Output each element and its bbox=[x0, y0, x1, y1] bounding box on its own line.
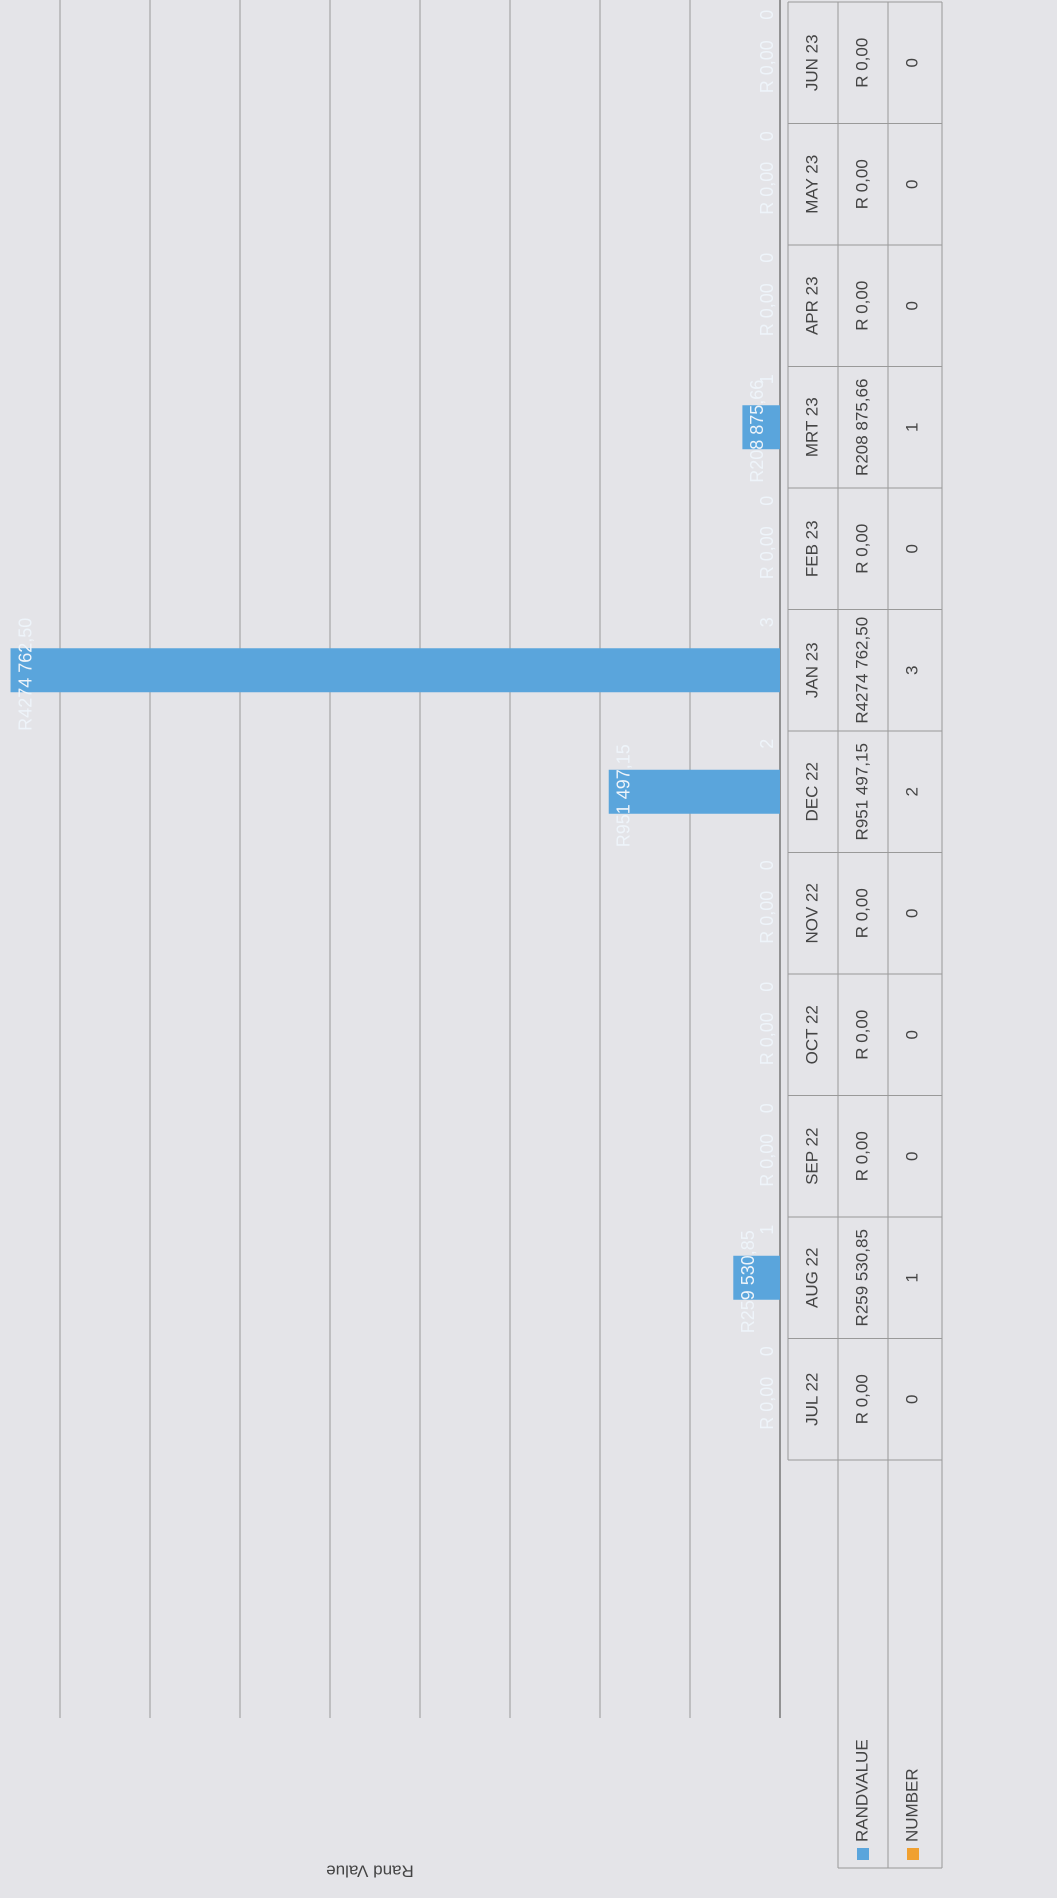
x-tick-label: MAY 23 bbox=[802, 155, 821, 214]
x-tick-label: JAN 23 bbox=[802, 642, 821, 698]
data-label: 0 bbox=[757, 131, 777, 141]
data-label: 1 bbox=[757, 374, 777, 384]
data-label: R 0,00 bbox=[757, 40, 777, 93]
table-cell: R 0,00 bbox=[852, 38, 871, 88]
table-cell: 1 bbox=[902, 1273, 921, 1282]
data-label: 3 bbox=[757, 617, 777, 627]
data-label: 2 bbox=[757, 739, 777, 749]
data-label: R 0,00 bbox=[757, 526, 777, 579]
legend-label: NUMBER bbox=[902, 1768, 921, 1842]
table-cell: 3 bbox=[902, 666, 921, 675]
table-cell: R259 530,85 bbox=[852, 1229, 871, 1326]
table-cell: 0 bbox=[902, 1152, 921, 1161]
bar bbox=[10, 648, 781, 693]
x-tick-label: APR 23 bbox=[802, 276, 821, 335]
table-cell: R 0,00 bbox=[852, 281, 871, 331]
data-label: R 0,00 bbox=[757, 891, 777, 944]
table-cell: 0 bbox=[902, 58, 921, 67]
data-label: 0 bbox=[757, 1103, 777, 1113]
x-tick-label: MRT 23 bbox=[802, 397, 821, 457]
x-tick-label: DEC 22 bbox=[802, 762, 821, 822]
data-label: R 0,00 bbox=[757, 1134, 777, 1187]
legend-label: RANDVALUE bbox=[852, 1739, 871, 1842]
data-label: R 0,00 bbox=[757, 283, 777, 336]
x-tick-label: SEP 22 bbox=[802, 1128, 821, 1185]
data-label: 0 bbox=[757, 253, 777, 263]
data-label: R 0,00 bbox=[757, 1012, 777, 1065]
table-cell: R 0,00 bbox=[852, 524, 871, 574]
x-tick-label: FEB 23 bbox=[802, 520, 821, 577]
bar bbox=[608, 769, 781, 814]
data-label: R259 530,85 bbox=[738, 1230, 758, 1333]
table-cell: 0 bbox=[902, 1030, 921, 1039]
y-axis-title: Rand Value bbox=[326, 1862, 414, 1881]
legend-swatch bbox=[907, 1848, 919, 1860]
data-label: 0 bbox=[757, 1346, 777, 1356]
table-cell: R951 497,15 bbox=[852, 743, 871, 840]
table-cell: R 0,00 bbox=[852, 1010, 871, 1060]
x-tick-label: JUN 23 bbox=[802, 34, 821, 91]
legend-swatch bbox=[857, 1848, 869, 1860]
data-label: R 0,00 bbox=[757, 162, 777, 215]
table-cell: 1 bbox=[902, 423, 921, 432]
table-cell: 0 bbox=[902, 909, 921, 918]
table-cell: 2 bbox=[902, 787, 921, 796]
bar bbox=[742, 405, 781, 450]
table-cell: R 0,00 bbox=[852, 1374, 871, 1424]
table-cell: R 0,00 bbox=[852, 1131, 871, 1181]
table-cell: R4274 762,50 bbox=[852, 617, 871, 724]
table-cell: 0 bbox=[902, 544, 921, 553]
x-tick-label: AUG 22 bbox=[802, 1248, 821, 1308]
x-tick-label: NOV 22 bbox=[802, 883, 821, 943]
data-label: 0 bbox=[757, 10, 777, 20]
bar bbox=[733, 1255, 780, 1300]
data-label: R4274 762,50 bbox=[15, 618, 35, 731]
data-label: R208 875,66 bbox=[747, 380, 767, 483]
table-cell: R 0,00 bbox=[852, 888, 871, 938]
data-label: 0 bbox=[757, 982, 777, 992]
table-cell: R208 875,66 bbox=[852, 379, 871, 476]
data-label: 1 bbox=[757, 1225, 777, 1235]
x-tick-label: OCT 22 bbox=[802, 1005, 821, 1064]
data-label: R951 497,15 bbox=[613, 744, 633, 847]
data-label: 0 bbox=[757, 860, 777, 870]
table-cell: 0 bbox=[902, 301, 921, 310]
table-cell: 0 bbox=[902, 180, 921, 189]
table-cell: 0 bbox=[902, 1395, 921, 1404]
data-label: R 0,00 bbox=[757, 1377, 777, 1430]
table-cell: R 0,00 bbox=[852, 159, 871, 209]
data-label: 0 bbox=[757, 496, 777, 506]
x-tick-label: JUL 22 bbox=[802, 1373, 821, 1426]
